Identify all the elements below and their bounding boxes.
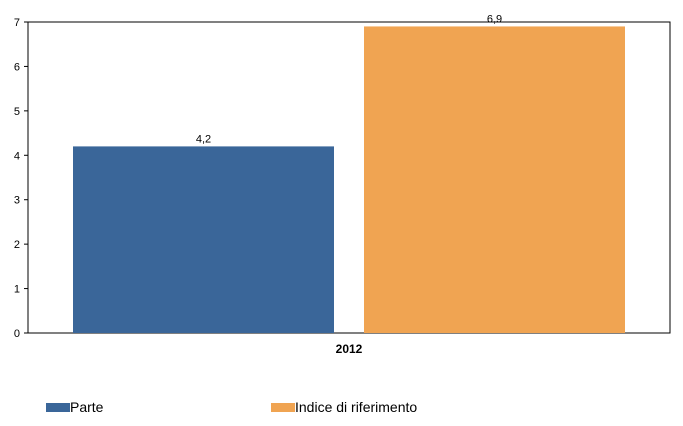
data-labels: 4,2 6,9 <box>196 13 502 145</box>
data-label-indice-di-riferimento: 6,9 <box>487 13 502 25</box>
y-tick-label: 3 <box>14 195 20 207</box>
y-tick-label: 1 <box>14 284 20 296</box>
y-tick-label: 6 <box>14 61 20 73</box>
y-tick-label: 5 <box>14 106 20 118</box>
bar-parte-2012 <box>73 146 334 333</box>
y-tick-label: 4 <box>14 150 20 162</box>
y-axis: 0 1 2 3 4 5 6 7 <box>14 17 28 340</box>
legend-swatch <box>46 403 70 412</box>
plot-border <box>27 21 671 334</box>
y-tick-label: 2 <box>14 239 20 251</box>
y-tick-label: 0 <box>14 328 20 340</box>
x-category-label: 2012 <box>336 342 363 356</box>
plot-frame <box>27 21 671 334</box>
bars <box>73 26 625 333</box>
y-tick-label: 7 <box>14 17 20 29</box>
bar-indice-di-riferimento-2012 <box>364 26 625 333</box>
data-label-parte: 4,2 <box>196 133 211 145</box>
legend: Parte Indice di riferimento <box>46 399 417 415</box>
legend-label: Parte <box>70 399 104 415</box>
legend-label: Indice di riferimento <box>295 399 417 415</box>
legend-swatch <box>271 403 295 412</box>
x-axis: 2012 <box>336 342 363 356</box>
